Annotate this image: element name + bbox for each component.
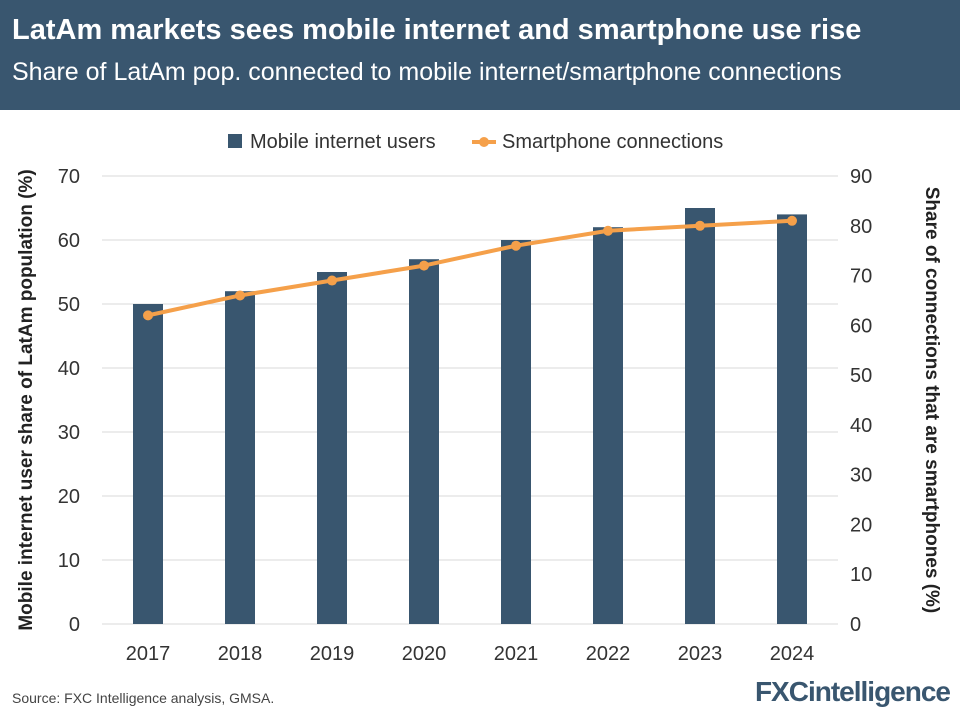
- y-tick-label: 20: [58, 486, 80, 508]
- y2-tick-label: 50: [850, 365, 872, 387]
- bar: [777, 214, 807, 624]
- bar: [409, 259, 439, 624]
- y-tick-label: 60: [58, 230, 80, 252]
- chart-title: LatAm markets sees mobile internet and s…: [12, 14, 862, 46]
- line-point: [143, 310, 153, 321]
- line-point: [235, 290, 245, 301]
- y2-tick-label: 40: [850, 415, 872, 437]
- legend-bar-swatch: [228, 134, 242, 148]
- y2-tick-label: 30: [850, 465, 872, 487]
- x-tick-label: 2023: [678, 643, 723, 665]
- y-tick-label: 30: [58, 422, 80, 444]
- x-tick-label: 2017: [126, 643, 171, 665]
- line-point: [511, 240, 521, 251]
- brand-logo: FXCintelligence: [754, 676, 951, 707]
- header-banner: LatAm markets sees mobile internet and s…: [0, 0, 960, 110]
- y-tick-label: 50: [58, 294, 80, 316]
- chart-area: 0 10 20 30 40 50 60 70 0 10 20 30 40 50 60 70 80 90 2017 20…: [16, 131, 942, 665]
- series-line: [147, 218, 793, 318]
- legend-line-marker: [479, 137, 489, 147]
- y-tick-label: 70: [58, 166, 80, 188]
- y-axis-title: Mobile internet user share of LatAm popu…: [16, 169, 37, 630]
- x-tick-label: 2021: [494, 643, 539, 665]
- bar: [501, 240, 531, 624]
- bar: [133, 304, 163, 624]
- y2-tick-label: 90: [850, 166, 872, 188]
- line-point: [603, 225, 613, 236]
- x-tick-label: 2018: [218, 643, 263, 665]
- y-tick-label: 0: [69, 614, 80, 636]
- line-point: [327, 275, 337, 286]
- line-point: [419, 260, 429, 271]
- y2-tick-label: 10: [850, 564, 872, 586]
- bar: [593, 227, 623, 624]
- y2-tick-label: 70: [850, 266, 872, 288]
- x-tick-label: 2024: [770, 643, 815, 665]
- bar: [317, 272, 347, 624]
- y2-tick-label: 80: [850, 216, 872, 238]
- y-tick-label: 10: [58, 550, 80, 572]
- y-tick-label: 40: [58, 358, 80, 380]
- y2-tick-label: 20: [850, 514, 872, 536]
- y2-axis-title: Share of connections that are smartphone…: [921, 187, 942, 614]
- y2-tick-label: 0: [850, 614, 861, 636]
- x-tick-label: 2019: [310, 643, 355, 665]
- bar: [225, 291, 255, 624]
- line-point: [695, 220, 705, 231]
- x-tick-label: 2020: [402, 643, 447, 665]
- y2-tick-label: 60: [850, 315, 872, 337]
- x-tick-label: 2022: [586, 643, 631, 665]
- source-note: Source: FXC Intelligence analysis, GMSA.: [12, 690, 275, 706]
- line-point: [787, 215, 797, 226]
- legend-bar-label: Mobile internet users: [250, 131, 436, 153]
- bar: [685, 208, 715, 624]
- chart-subtitle: Share of LatAm pop. connected to mobile …: [12, 58, 842, 86]
- legend-line-label: Smartphone connections: [502, 131, 723, 153]
